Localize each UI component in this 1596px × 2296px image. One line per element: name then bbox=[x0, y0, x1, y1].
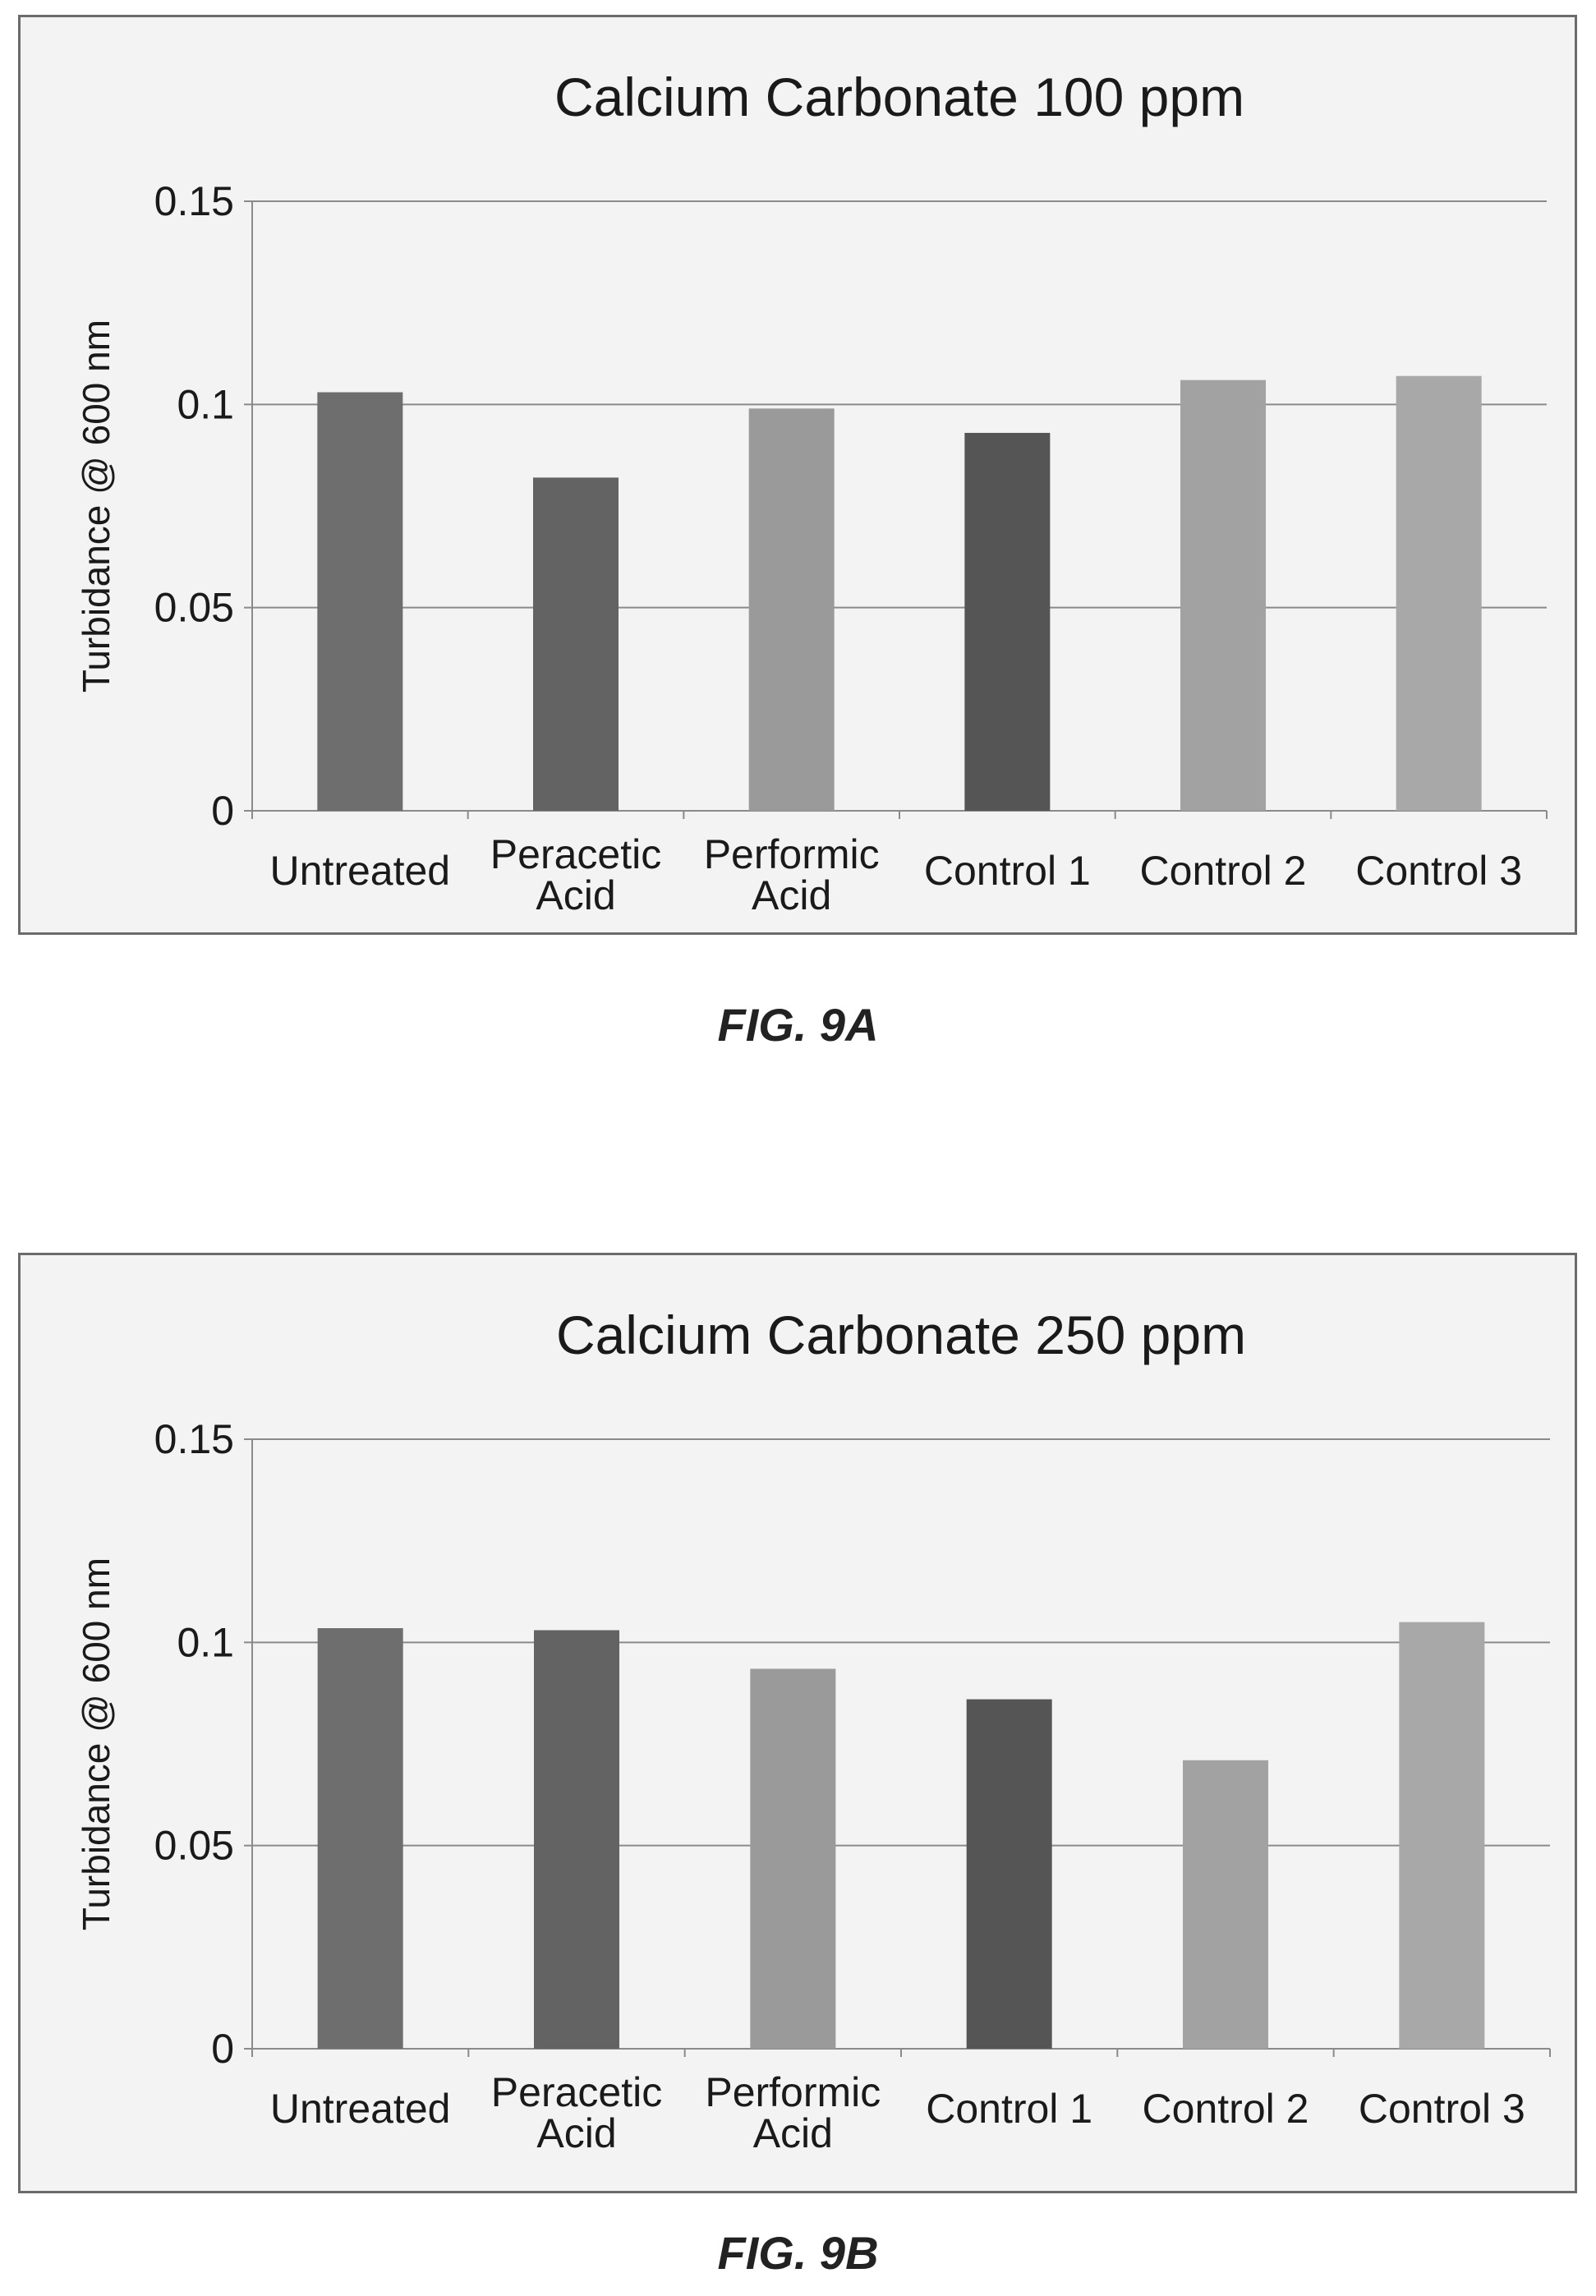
bar bbox=[317, 1628, 403, 2049]
y-tick-label: 0 bbox=[211, 2026, 234, 2072]
y-tick-label: 0.15 bbox=[154, 178, 234, 224]
chart-title: Calcium Carbonate 250 ppm bbox=[556, 1304, 1246, 1365]
y-tick-label: 0.05 bbox=[154, 1823, 234, 1869]
bar bbox=[1180, 380, 1266, 811]
bar bbox=[748, 408, 835, 811]
bar bbox=[317, 392, 403, 811]
y-tick-label: 0.15 bbox=[154, 1416, 234, 1462]
bar bbox=[534, 1630, 619, 2049]
bar bbox=[1183, 1760, 1268, 2049]
chart-title: Calcium Carbonate 100 ppm bbox=[554, 67, 1244, 127]
x-tick-label: Acid bbox=[536, 2110, 616, 2156]
x-tick-label: Acid bbox=[752, 872, 831, 918]
x-tick-label: Peracetic bbox=[490, 831, 661, 877]
x-tick-label: Untreated bbox=[270, 2086, 451, 2132]
x-tick-label: Control 2 bbox=[1143, 2086, 1309, 2132]
bar bbox=[533, 477, 619, 811]
bar bbox=[966, 1699, 1052, 2049]
y-tick-label: 0.1 bbox=[177, 1619, 234, 1665]
bar bbox=[1396, 375, 1482, 811]
x-tick-label: Peracetic bbox=[491, 2069, 662, 2115]
x-tick-label: Control 3 bbox=[1359, 2086, 1525, 2132]
figure-caption-9b: FIG. 9B bbox=[717, 2227, 879, 2279]
y-axis-label: Turbidance @ 600 nm bbox=[75, 320, 117, 692]
chart-panel-9b: Calcium Carbonate 250 ppm Turbidance @ 60… bbox=[18, 1253, 1577, 2193]
y-tick-label: 0 bbox=[211, 788, 234, 834]
x-tick-label: Performic bbox=[704, 831, 880, 877]
x-tick-label: Control 1 bbox=[924, 848, 1091, 894]
x-tick-label: Acid bbox=[536, 872, 615, 918]
x-tick-label: Untreated bbox=[270, 848, 451, 894]
bar bbox=[750, 1668, 836, 2049]
x-tick-label: Acid bbox=[753, 2110, 833, 2156]
x-tick-label: Control 2 bbox=[1140, 848, 1307, 894]
x-tick-label: Control 1 bbox=[926, 2086, 1092, 2132]
figure-caption-9a: FIG. 9A bbox=[717, 999, 879, 1051]
bar-chart-9b: Calcium Carbonate 250 ppm Turbidance @ 60… bbox=[75, 1304, 1551, 2156]
y-tick-label: 0.05 bbox=[154, 585, 234, 631]
x-tick-label: Performic bbox=[705, 2069, 881, 2115]
y-tick-label: 0.1 bbox=[177, 381, 234, 427]
bar bbox=[1399, 1622, 1485, 2049]
x-tick-label: Control 3 bbox=[1355, 848, 1522, 894]
chart-panel-9a: Calcium Carbonate 100 ppm Turbidance @ 60… bbox=[18, 15, 1577, 935]
bar-chart-9a: Calcium Carbonate 100 ppm Turbidance @ 60… bbox=[75, 67, 1548, 918]
y-axis-label: Turbidance @ 600 nm bbox=[75, 1558, 117, 1930]
bar bbox=[964, 432, 1051, 811]
